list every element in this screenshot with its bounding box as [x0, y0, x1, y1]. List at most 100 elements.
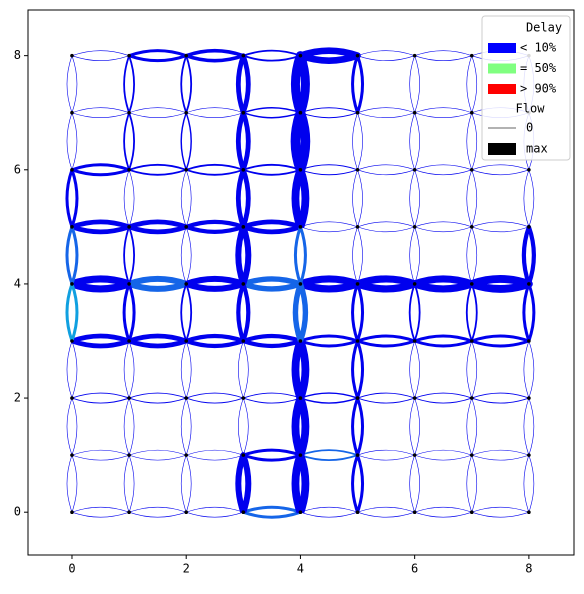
edge	[123, 340, 135, 399]
x-tick-label: 8	[525, 562, 532, 576]
edge	[409, 340, 420, 399]
edge	[466, 55, 478, 113]
edge	[123, 169, 135, 227]
edge	[128, 333, 189, 349]
legend-label: < 10%	[520, 41, 557, 55]
edge	[521, 224, 536, 285]
edge	[243, 163, 302, 176]
edge	[414, 392, 473, 404]
edge	[128, 506, 187, 518]
edge	[66, 454, 78, 513]
edge	[466, 226, 478, 285]
node	[355, 53, 360, 58]
edge	[235, 167, 251, 228]
node	[127, 282, 131, 286]
edge	[242, 219, 303, 235]
node	[127, 167, 131, 172]
node	[70, 453, 74, 457]
edge	[186, 107, 244, 119]
edge	[300, 221, 358, 233]
edge	[70, 275, 133, 293]
node	[469, 110, 474, 115]
edge	[238, 397, 249, 456]
edge	[471, 449, 530, 461]
edge	[466, 397, 478, 456]
edge	[414, 164, 473, 176]
edge	[351, 453, 365, 513]
node	[527, 396, 531, 400]
x-tick-label: 2	[183, 562, 190, 576]
node	[412, 282, 417, 286]
node	[355, 225, 360, 229]
edge	[409, 169, 420, 227]
node	[127, 396, 131, 400]
node	[298, 225, 303, 229]
edge	[471, 164, 530, 176]
edge	[471, 221, 530, 233]
node	[469, 339, 474, 343]
edge	[238, 340, 249, 399]
edge	[186, 449, 244, 461]
node	[527, 282, 531, 286]
edge	[180, 340, 192, 399]
node	[412, 396, 417, 400]
edge	[242, 448, 302, 462]
node	[469, 453, 474, 457]
edge	[413, 275, 476, 293]
node	[527, 339, 531, 343]
edge	[523, 397, 535, 456]
edge	[291, 451, 310, 514]
edge	[180, 169, 192, 227]
edge	[71, 219, 132, 235]
edge	[185, 163, 245, 176]
edge	[235, 110, 251, 171]
edge	[409, 454, 420, 513]
node	[127, 453, 131, 457]
node	[127, 339, 131, 343]
edge	[291, 165, 310, 229]
edge	[299, 334, 360, 348]
node	[469, 282, 474, 286]
edge	[123, 397, 135, 456]
edge	[235, 53, 251, 114]
edge	[409, 397, 420, 456]
node	[184, 282, 189, 286]
edge	[357, 506, 415, 518]
edge	[180, 283, 193, 342]
node	[184, 510, 189, 514]
edge	[291, 337, 310, 400]
edge	[299, 275, 362, 293]
node	[241, 453, 246, 457]
edge	[243, 49, 302, 62]
edge	[71, 163, 131, 177]
edge	[242, 333, 303, 349]
edge	[352, 226, 363, 285]
edge	[300, 107, 359, 119]
edge	[185, 333, 246, 349]
edge	[409, 55, 420, 113]
edge	[186, 506, 244, 518]
legend-title: Flow	[516, 102, 546, 116]
node	[469, 225, 474, 229]
edge	[351, 54, 365, 114]
y-tick-label: 4	[14, 276, 21, 290]
node	[527, 167, 531, 172]
edge	[466, 112, 478, 170]
node	[412, 510, 417, 514]
edge	[293, 225, 307, 285]
legend-swatch	[488, 63, 516, 74]
edge	[123, 54, 135, 114]
edge	[351, 396, 365, 456]
edge	[123, 454, 135, 513]
legend-label: 0	[526, 121, 533, 135]
edge	[66, 397, 78, 456]
node	[241, 53, 246, 58]
edge	[292, 281, 309, 342]
node	[469, 396, 474, 400]
node	[355, 110, 360, 115]
node	[298, 510, 303, 514]
edge	[409, 226, 420, 285]
edge	[122, 282, 136, 342]
node	[355, 510, 360, 514]
